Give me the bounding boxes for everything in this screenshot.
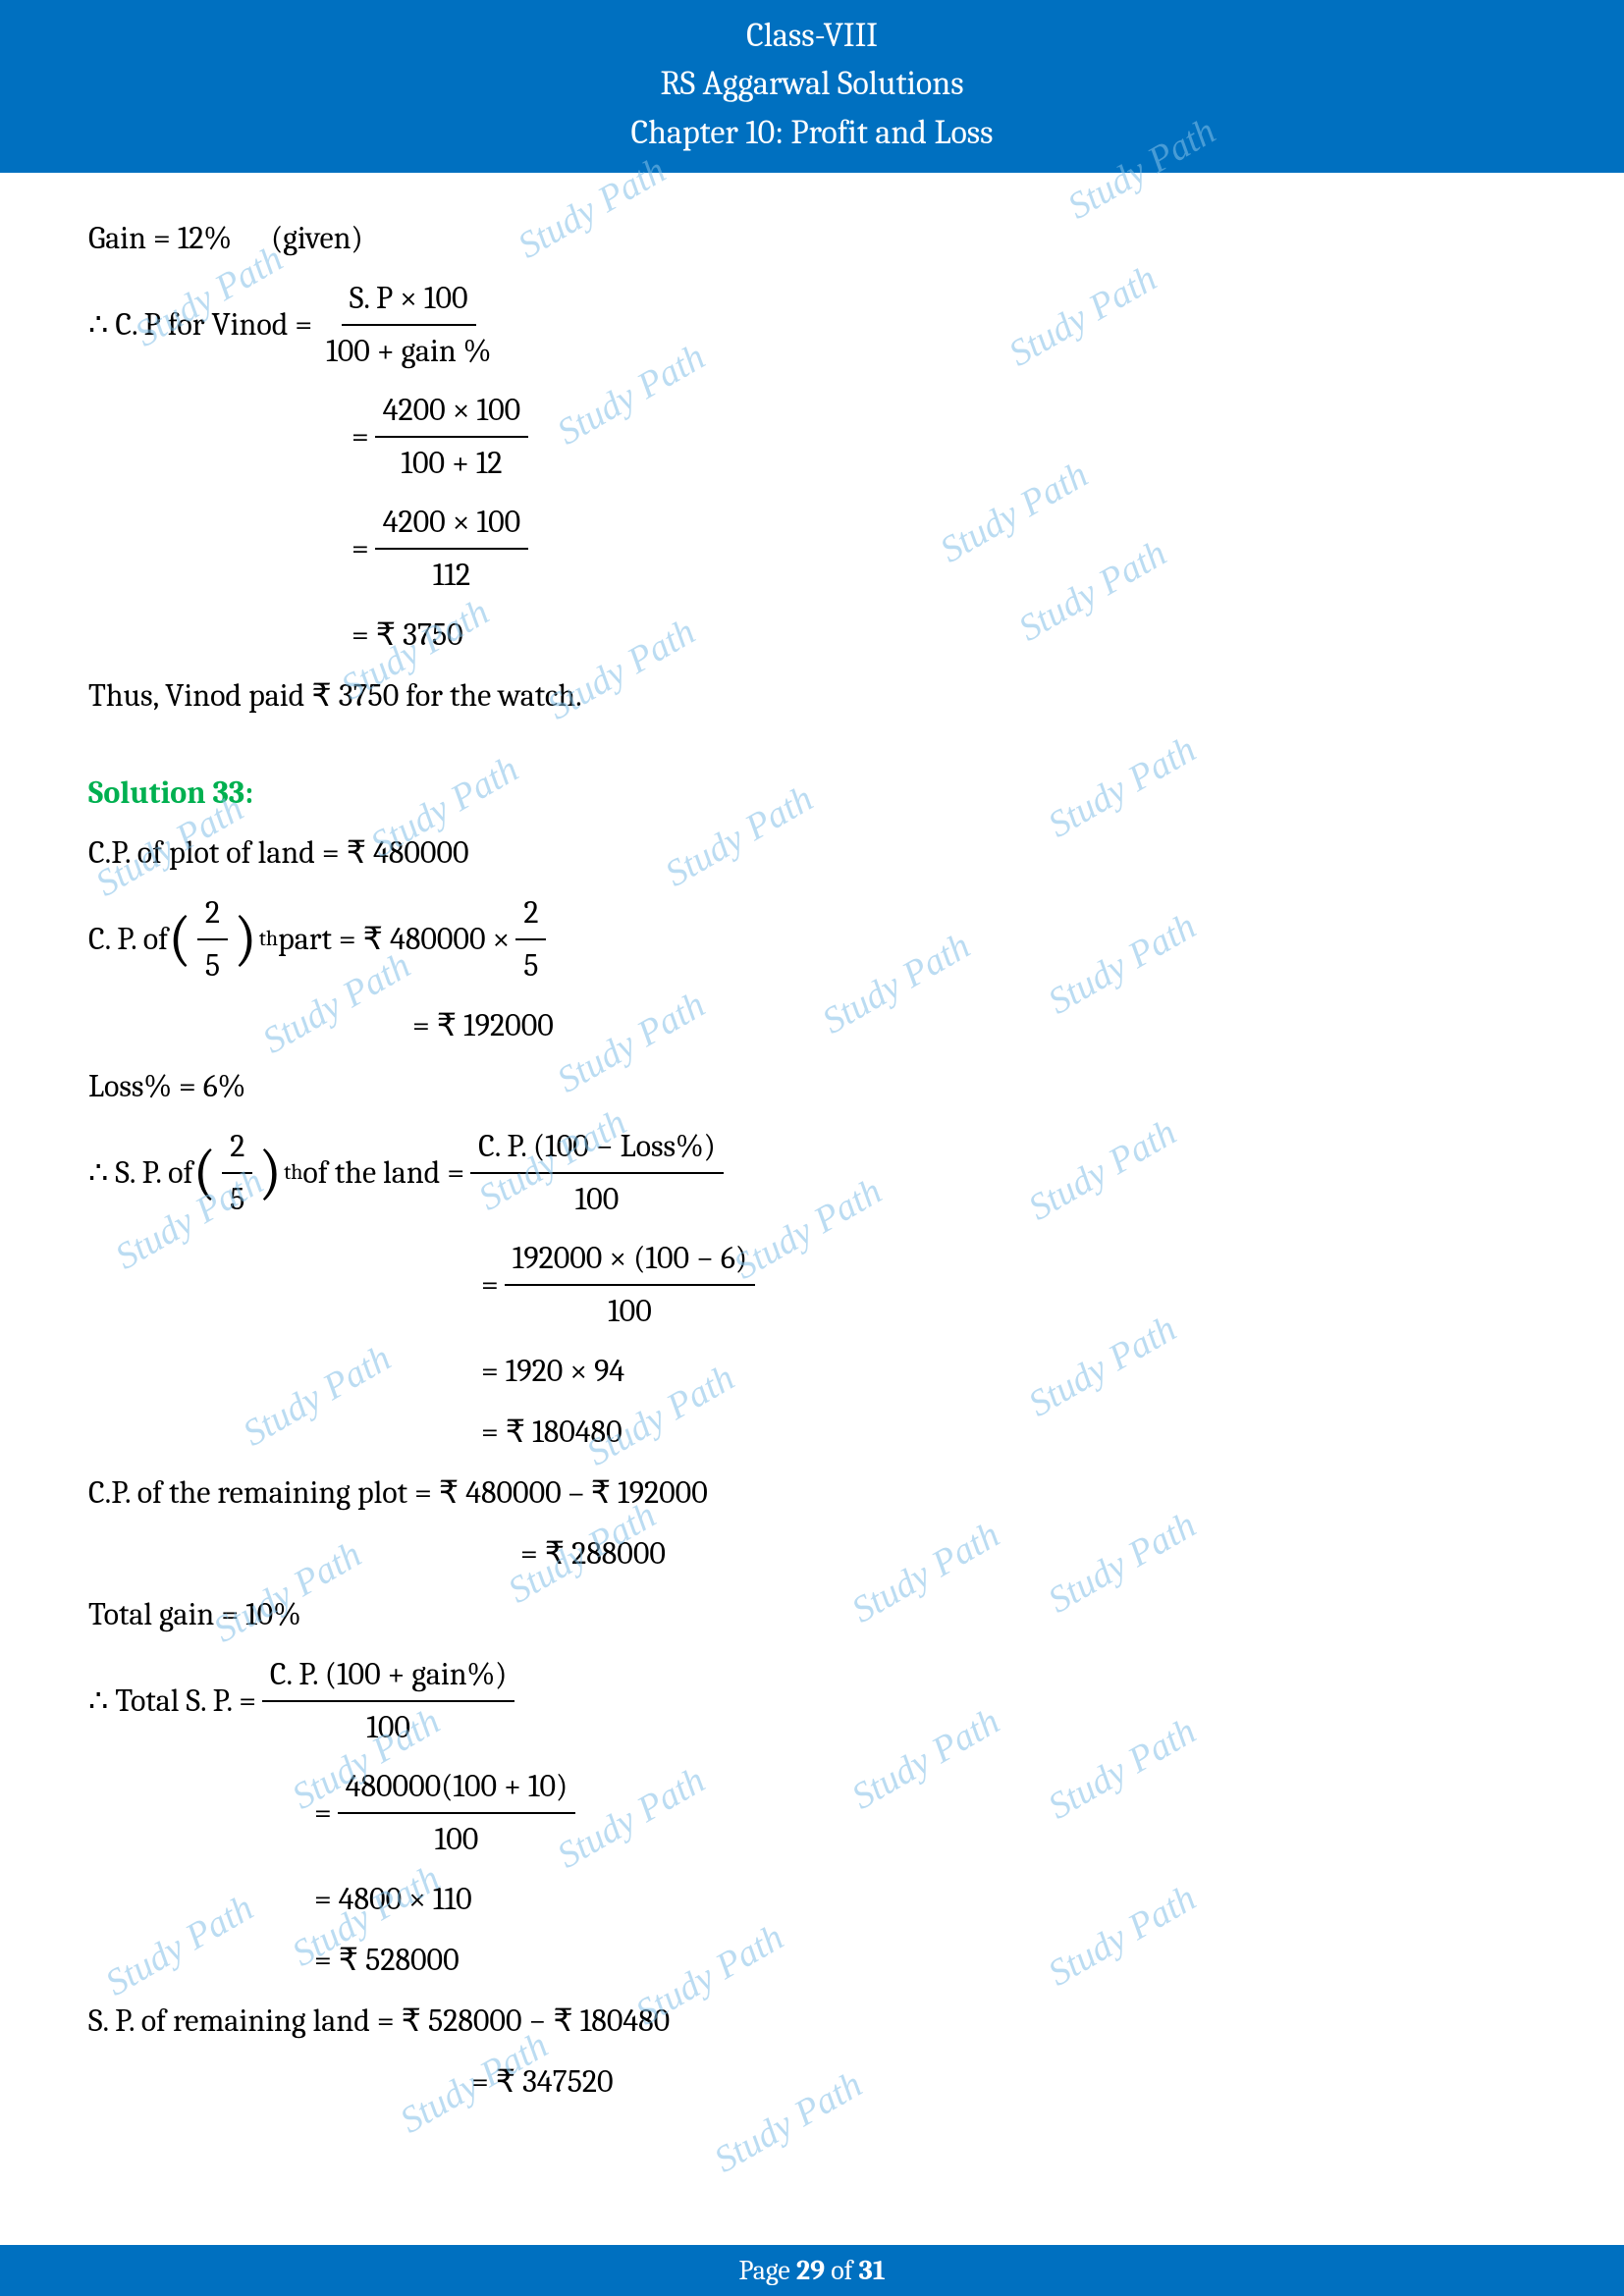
fraction: 2 5 [222, 1123, 252, 1223]
numerator: 4200 × 100 [375, 499, 528, 550]
eq: = [481, 1261, 499, 1308]
text: Gain = 12% [88, 215, 232, 262]
text: = ₹ 347520 [471, 2058, 614, 2106]
text: Loss% = 6% [88, 1063, 245, 1110]
text: = ₹ 3750 [352, 612, 463, 659]
text: of the land = [302, 1149, 464, 1197]
line-result: = ₹ 180480 [481, 1408, 1536, 1457]
text: = ₹ 288000 [520, 1530, 666, 1577]
denominator: 100 + 12 [393, 438, 510, 487]
superscript-th: th [284, 1156, 302, 1189]
line-result: = ₹ 528000 [314, 1936, 1536, 1985]
text: = ₹ 528000 [314, 1937, 460, 1984]
numerator: S. P × 100 [342, 275, 476, 326]
line-cp-vinod: ∴ C. P for Vinod = S. P × 100 100 + gain… [88, 275, 1536, 375]
text: C. P. of [88, 916, 168, 963]
line-result: = ₹ 288000 [520, 1529, 1536, 1578]
numerator: C. P. (100 − Loss%) [470, 1123, 724, 1174]
text: C.P. of the remaining plot = ₹ 480000 – … [88, 1469, 708, 1517]
numerator: 2 [222, 1123, 252, 1174]
eq: = [352, 413, 369, 460]
paren-fraction: ( 2 5 ) [192, 1123, 282, 1223]
line-loss-pct: Loss% = 6% [88, 1062, 1536, 1111]
line-step: = 4200 × 100 112 [352, 499, 1536, 599]
header-class: Class-VIII [0, 12, 1624, 60]
line-step: = 4200 × 100 100 + 12 [352, 387, 1536, 487]
superscript-th: th [259, 923, 278, 955]
fraction: C. P. (100 − Loss%) 100 [470, 1123, 724, 1223]
line-total-gain: Total gain = 10% [88, 1590, 1536, 1639]
denominator: 5 [197, 940, 228, 989]
text: Total gain = 10% [88, 1591, 301, 1638]
text: ∴ Total S. P. = [88, 1678, 256, 1725]
text: Thus, Vinod paid ₹ 3750 for the watch. [88, 672, 582, 720]
line-cp-part: C. P. of ( 2 5 ) th part = ₹ 480000 × 2 … [88, 889, 1536, 989]
denominator: 100 [427, 1814, 487, 1863]
text: = ₹ 180480 [481, 1409, 623, 1456]
fraction: C. P. (100 + gain%) 100 [262, 1651, 514, 1751]
fraction: 2 5 [197, 889, 228, 989]
line-gain-given: Gain = 12% (given) [88, 214, 1536, 263]
line-cp-remaining: C.P. of the remaining plot = ₹ 480000 – … [88, 1468, 1536, 1518]
fraction: 4200 × 100 100 + 12 [375, 387, 528, 487]
footer-prefix: Page [738, 2255, 796, 2286]
numerator: 2 [515, 889, 546, 940]
fraction: 4200 × 100 112 [375, 499, 528, 599]
line-sp-remaining: S. P. of remaining land = ₹ 528000 − ₹ 1… [88, 1997, 1536, 2046]
text: ∴ S. P. of [88, 1149, 192, 1197]
text: (given) [271, 215, 363, 262]
fraction: 192000 × (100 − 6) 100 [505, 1235, 755, 1335]
footer-page: 29 [796, 2255, 825, 2286]
line-result: = ₹ 347520 [471, 2057, 1536, 2107]
text: = 4800 × 110 [314, 1876, 472, 1923]
denominator: 100 + gain % [318, 326, 499, 375]
numerator: 192000 × (100 − 6) [505, 1235, 755, 1286]
line-cp-land: C.P. of plot of land = ₹ 480000 [88, 828, 1536, 878]
denominator: 100 [358, 1702, 418, 1751]
paren-right: ) [234, 915, 257, 964]
line-step: = 192000 × (100 − 6) 100 [481, 1235, 1536, 1335]
denominator: 5 [222, 1174, 252, 1223]
denominator: 100 [568, 1174, 627, 1223]
denominator: 5 [515, 940, 546, 989]
fraction: 2 5 [515, 889, 546, 989]
main-content: Gain = 12% (given) ∴ C. P for Vinod = S.… [0, 173, 1624, 2107]
header-book: RS Aggarwal Solutions [0, 60, 1624, 108]
text: = ₹ 192000 [412, 1002, 554, 1049]
text: C.P. of plot of land = ₹ 480000 [88, 829, 469, 877]
footer-total: 31 [859, 2255, 886, 2286]
solution-33-heading: Solution 33: [88, 770, 1536, 817]
fraction: S. P × 100 100 + gain % [318, 275, 499, 375]
eq: = [314, 1789, 332, 1837]
fraction: 480000(100 + 10) 100 [338, 1763, 576, 1863]
paren-left: ( [168, 915, 191, 964]
numerator: 2 [197, 889, 228, 940]
line-result: = ₹ 3750 [352, 611, 1536, 660]
line-step: = 4800 × 110 [314, 1875, 1536, 1924]
denominator: 100 [600, 1286, 660, 1335]
line-conclusion: Thus, Vinod paid ₹ 3750 for the watch. [88, 671, 1536, 721]
line-total-sp: ∴ Total S. P. = C. P. (100 + gain%) 100 [88, 1651, 1536, 1751]
numerator: 480000(100 + 10) [338, 1763, 576, 1814]
line-step: = 480000(100 + 10) 100 [314, 1763, 1536, 1863]
numerator: 4200 × 100 [375, 387, 528, 438]
paren-left: ( [192, 1148, 216, 1198]
footer-middle: of [825, 2255, 859, 2286]
line-result: = ₹ 192000 [412, 1001, 1536, 1050]
line-sp-part: ∴ S. P. of ( 2 5 ) th of the land = C. P… [88, 1123, 1536, 1223]
text: part = ₹ 480000 × [278, 916, 510, 963]
eq: = [352, 525, 369, 572]
header-chapter: Chapter 10: Profit and Loss [0, 109, 1624, 157]
paren-right: ) [258, 1148, 282, 1198]
text: = 1920 × 94 [481, 1348, 624, 1395]
numerator: C. P. (100 + gain%) [262, 1651, 514, 1702]
paren-fraction: ( 2 5 ) [168, 889, 257, 989]
denominator: 112 [425, 550, 478, 599]
text: ∴ C. P for Vinod = [88, 301, 312, 348]
page-footer: Page 29 of 31 [0, 2245, 1624, 2296]
line-step: = 1920 × 94 [481, 1347, 1536, 1396]
text: S. P. of remaining land = ₹ 528000 − ₹ 1… [88, 1998, 670, 2045]
page-header: Class-VIII RS Aggarwal Solutions Chapter… [0, 0, 1624, 173]
